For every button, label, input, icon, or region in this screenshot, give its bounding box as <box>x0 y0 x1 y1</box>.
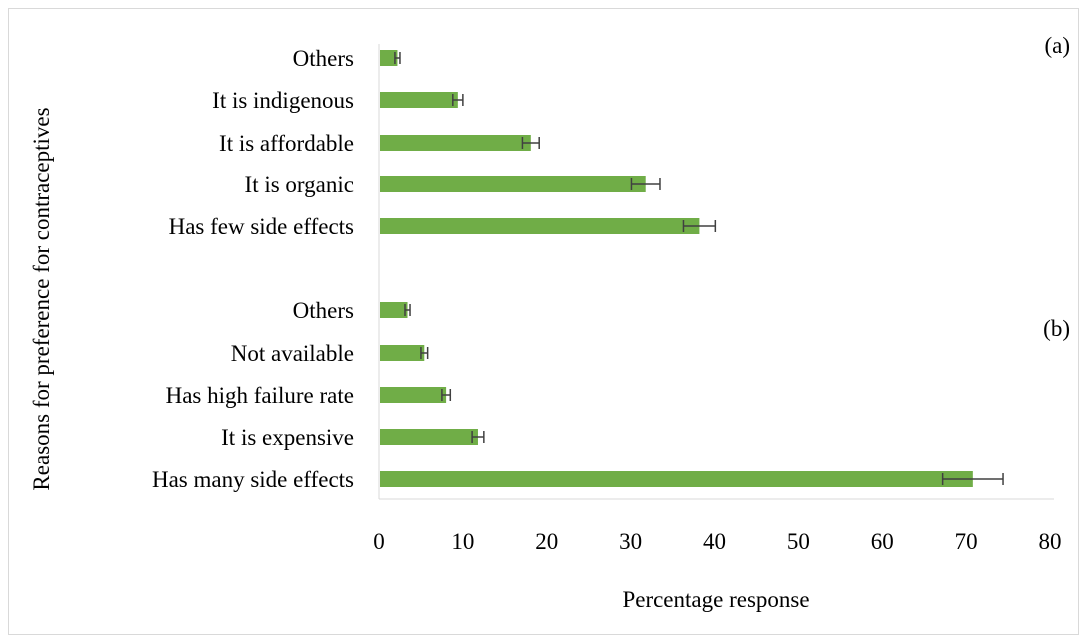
bar <box>380 302 408 318</box>
x-tick-labels: 0 10 20 30 40 50 60 70 80 <box>373 529 1061 554</box>
x-axis-title: Percentage response <box>622 587 809 612</box>
category-label: It is expensive <box>221 425 354 450</box>
category-label: Has high failure rate <box>166 383 354 408</box>
error-bars-layer <box>394 52 1004 485</box>
x-tick-label: 30 <box>619 529 642 554</box>
category-label: It is affordable <box>219 131 354 156</box>
bar-chart: Others It is indigenous It is affordable It… <box>29 33 1070 612</box>
x-tick-label: 10 <box>451 529 474 554</box>
category-label: Has many side effects <box>152 467 354 492</box>
bar <box>380 50 398 66</box>
category-label: Not available <box>231 341 354 366</box>
x-tick-label: 80 <box>1039 529 1062 554</box>
x-tick-label: 70 <box>955 529 978 554</box>
bars-layer <box>380 50 973 487</box>
category-label: It is organic <box>245 172 354 197</box>
chart-frame: Others It is indigenous It is affordable It… <box>8 8 1079 635</box>
bar <box>380 387 447 403</box>
bar <box>380 471 973 487</box>
bar <box>380 92 458 108</box>
bar <box>380 176 646 192</box>
bar <box>380 429 478 445</box>
panel-label: (b) <box>1043 316 1070 341</box>
bar <box>380 345 425 361</box>
x-tick-label: 40 <box>703 529 726 554</box>
panel-labels: (a) (b) <box>1043 33 1070 341</box>
bar <box>380 135 531 151</box>
bar <box>380 218 700 234</box>
x-tick-label: 60 <box>871 529 894 554</box>
x-tick-label: 50 <box>787 529 810 554</box>
category-label: It is indigenous <box>212 88 354 113</box>
category-labels: Others It is indigenous It is affordable It… <box>152 46 354 492</box>
x-tick-label: 0 <box>373 529 385 554</box>
category-label: Others <box>293 46 354 71</box>
y-axis-title: Reasons for preference for contraceptive… <box>29 107 54 490</box>
x-tick-label: 20 <box>535 529 558 554</box>
panel-label: (a) <box>1044 33 1070 58</box>
category-label: Has few side effects <box>169 214 354 239</box>
category-label: Others <box>293 298 354 323</box>
